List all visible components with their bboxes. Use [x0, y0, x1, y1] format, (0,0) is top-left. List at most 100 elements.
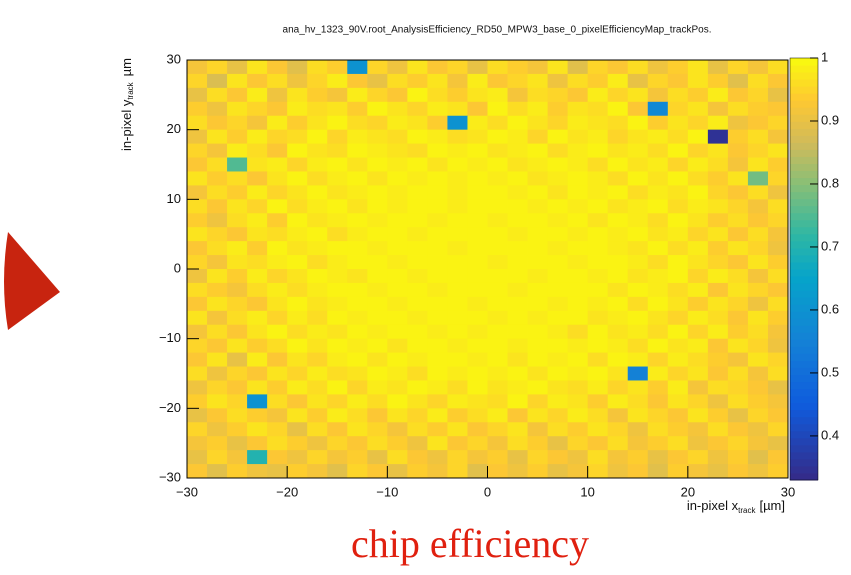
heatmap-cell [587, 241, 609, 256]
heatmap-cell [307, 199, 328, 214]
heatmap-cell [707, 324, 729, 340]
colorbar-tick-label: 0.8 [821, 175, 839, 190]
heatmap-cell [507, 310, 528, 326]
heatmap-cell [747, 129, 769, 144]
heatmap-cell [527, 296, 548, 312]
heatmap-cell [447, 310, 468, 326]
heatmap-cell [307, 101, 328, 117]
heatmap-cell [707, 408, 729, 423]
heatmap-cell [747, 255, 769, 270]
heatmap-cell [527, 380, 548, 395]
heatmap-cell [427, 213, 448, 228]
heatmap-cell [727, 366, 749, 381]
heatmap-cell [727, 185, 749, 200]
x-tick-label: 0 [484, 484, 491, 499]
heatmap-cell [587, 255, 609, 270]
heatmap-cell [667, 352, 689, 367]
heatmap-cell [227, 227, 248, 242]
colorbar-band [790, 437, 818, 446]
heatmap-cell [407, 269, 428, 284]
heatmap-cell [727, 352, 749, 367]
heatmap-cell [287, 255, 308, 270]
heatmap-cell [307, 324, 328, 340]
colorbar-band [790, 212, 818, 221]
heatmap-cell [507, 115, 528, 131]
heatmap-cell [607, 143, 629, 158]
heatmap-cell [667, 227, 689, 242]
heatmap-cell [467, 241, 488, 256]
heatmap-cell [607, 310, 629, 326]
heatmap-cell [547, 269, 569, 284]
heatmap-cell [727, 310, 749, 326]
heatmap-cell [667, 255, 689, 270]
heatmap-cell [747, 338, 769, 353]
heatmap-cell [467, 352, 488, 367]
heatmap-cell [307, 422, 328, 437]
heatmap-cell [467, 269, 488, 284]
heatmap-cell [347, 310, 368, 326]
heatmap-cell [567, 143, 589, 158]
heatmap-cell [327, 213, 348, 228]
heatmap-cell [487, 227, 508, 242]
heatmap-cell [627, 227, 649, 242]
heatmap-cell [707, 352, 729, 367]
heatmap-cell [227, 338, 248, 353]
heatmap-cell [707, 366, 729, 381]
colorbar-band [790, 458, 818, 467]
heatmap-cell [287, 157, 308, 172]
colorbar-band [790, 261, 818, 270]
heatmap-cell [507, 129, 528, 144]
heatmap-cell [227, 380, 248, 395]
colorbar-band [790, 219, 818, 228]
heatmap-cell [227, 101, 248, 117]
heatmap-cell [247, 199, 268, 214]
heatmap-cell [427, 282, 448, 298]
heatmap-cell [547, 213, 569, 228]
heatmap-cell [207, 324, 228, 340]
heatmap-cell [207, 310, 228, 326]
y-tick-label: 20 [167, 121, 181, 136]
heatmap-cell [187, 310, 208, 326]
heatmap-cell [627, 199, 649, 214]
heatmap-cell [547, 157, 569, 172]
heatmap-cell [607, 282, 629, 298]
heatmap-cell [687, 87, 709, 103]
heatmap-cell [707, 241, 729, 256]
heatmap-cell [447, 171, 468, 186]
heatmap-cell [607, 464, 629, 479]
heatmap-cell [487, 241, 508, 256]
heatmap-cell [327, 450, 348, 465]
heatmap-cell [707, 269, 729, 284]
heatmap-cell [207, 338, 228, 353]
heatmap-cell [407, 227, 428, 242]
heatmap-cell [547, 241, 569, 256]
heatmap-cell [607, 324, 629, 340]
heatmap-cell [567, 241, 589, 256]
heatmap-cell [327, 73, 348, 89]
colorbar-band [790, 409, 818, 418]
heatmap-cell [747, 185, 769, 200]
colorbar-band [790, 128, 818, 136]
heatmap-cell [387, 436, 408, 451]
heatmap-cell [667, 366, 689, 381]
heatmap-cell [247, 408, 268, 423]
x-tick-label: 20 [681, 484, 695, 499]
heatmap-cell [387, 338, 408, 353]
heatmap-cell [607, 352, 629, 367]
heatmap-cell [647, 394, 669, 409]
heatmap-cell [327, 324, 348, 340]
heatmap-cell [507, 380, 528, 395]
heatmap-cell [367, 87, 388, 103]
colorbar-band [790, 170, 818, 179]
heatmap-cell [247, 73, 268, 89]
heatmap-cell [367, 185, 388, 200]
x-tick-label: 10 [580, 484, 594, 499]
colorbar-band [790, 451, 818, 460]
heatmap-cell [447, 157, 468, 172]
heatmap-cell [267, 157, 288, 172]
heatmap-cell [667, 185, 689, 200]
heatmap-cell [207, 213, 228, 228]
heatmap-cell [667, 143, 689, 158]
colorbar-band [790, 79, 818, 87]
heatmap-cell [547, 310, 569, 326]
